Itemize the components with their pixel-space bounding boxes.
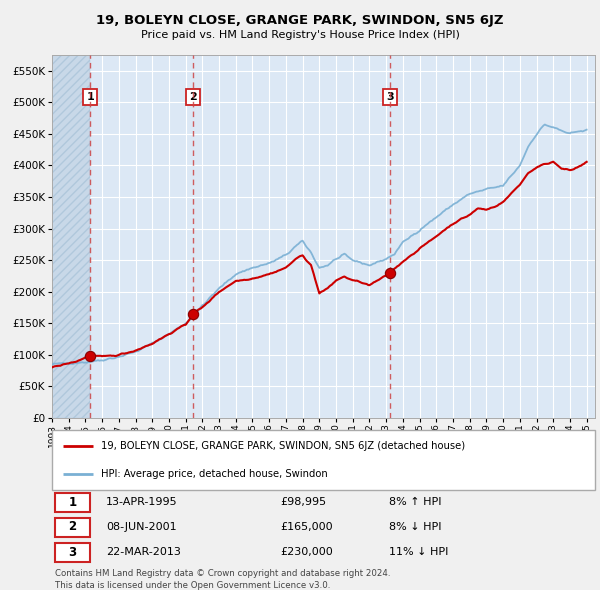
Text: 2: 2 <box>189 91 197 101</box>
Text: 3: 3 <box>68 546 76 559</box>
Text: 11% ↓ HPI: 11% ↓ HPI <box>389 547 448 557</box>
Text: 13-APR-1995: 13-APR-1995 <box>106 497 178 507</box>
Text: 3: 3 <box>386 91 394 101</box>
Text: £165,000: £165,000 <box>280 522 332 532</box>
Text: 1: 1 <box>86 91 94 101</box>
Text: 08-JUN-2001: 08-JUN-2001 <box>106 522 177 532</box>
Text: 8% ↑ HPI: 8% ↑ HPI <box>389 497 441 507</box>
Text: This data is licensed under the Open Government Licence v3.0.: This data is licensed under the Open Gov… <box>55 581 330 589</box>
Text: 1: 1 <box>68 496 76 509</box>
Text: HPI: Average price, detached house, Swindon: HPI: Average price, detached house, Swin… <box>101 469 328 479</box>
Text: 19, BOLEYN CLOSE, GRANGE PARK, SWINDON, SN5 6JZ (detached house): 19, BOLEYN CLOSE, GRANGE PARK, SWINDON, … <box>101 441 465 451</box>
Point <box>85 351 95 360</box>
Point <box>188 309 198 319</box>
Text: £230,000: £230,000 <box>280 547 333 557</box>
Text: 2: 2 <box>68 520 76 533</box>
Text: 22-MAR-2013: 22-MAR-2013 <box>106 547 181 557</box>
Bar <box>52 55 90 418</box>
Text: 8% ↓ HPI: 8% ↓ HPI <box>389 522 441 532</box>
FancyBboxPatch shape <box>55 542 90 562</box>
Text: Price paid vs. HM Land Registry's House Price Index (HPI): Price paid vs. HM Land Registry's House … <box>140 30 460 40</box>
Text: 19, BOLEYN CLOSE, GRANGE PARK, SWINDON, SN5 6JZ: 19, BOLEYN CLOSE, GRANGE PARK, SWINDON, … <box>96 14 504 27</box>
Bar <box>52 55 90 418</box>
Point <box>385 268 395 277</box>
FancyBboxPatch shape <box>55 493 90 512</box>
Text: Contains HM Land Registry data © Crown copyright and database right 2024.: Contains HM Land Registry data © Crown c… <box>55 569 390 579</box>
Text: £98,995: £98,995 <box>280 497 326 507</box>
FancyBboxPatch shape <box>55 517 90 536</box>
FancyBboxPatch shape <box>52 430 595 490</box>
